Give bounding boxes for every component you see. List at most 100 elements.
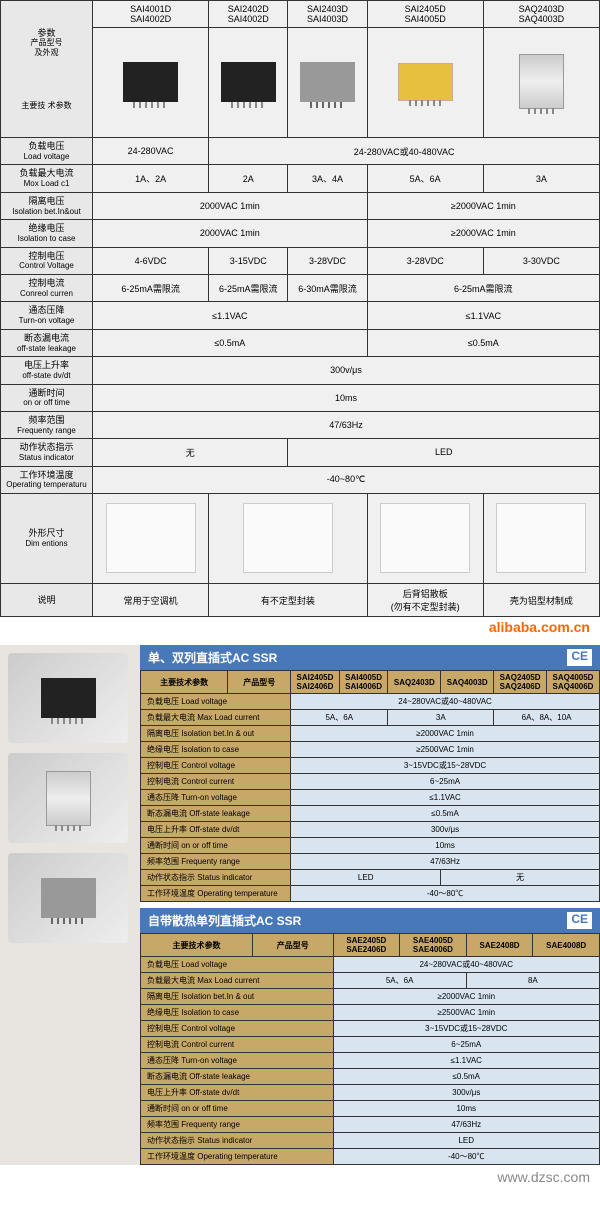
ce-mark-1: CE xyxy=(567,649,592,666)
note-val-3: 后背铝散板 (勿有不定型封装) xyxy=(367,584,483,617)
sub2-table-model-2: SAE2408D xyxy=(466,934,533,957)
row-4-val-3: 3-28VDC xyxy=(367,247,483,274)
sub2-table-row-11-val-0: LED xyxy=(333,1133,599,1149)
sub2-table-row-5-val-0: 6~25mA xyxy=(333,1037,599,1053)
dimension-drawing-3 xyxy=(496,503,586,573)
sub1-table-row-0-label: 负载电压 Load voltage xyxy=(141,694,291,710)
sub1-table-hdr-label: 主要技术参数 xyxy=(141,671,228,694)
dim-label-en: Dim entions xyxy=(5,539,88,549)
row-6-val-0: ≤1.1VAC xyxy=(93,302,368,329)
sub1-table-model-label: 产品型号 xyxy=(228,671,291,694)
sub2-table-row-2-val-0: ≥2000VAC 1min xyxy=(333,989,599,1005)
row-label-6: 通态压降Turn-on voltage xyxy=(1,302,93,329)
sub1-table-row-4-label: 控制电压 Control voltage xyxy=(141,758,291,774)
sub1-table-row-11-val-0: LED xyxy=(291,870,441,886)
row-6-val-3: ≤1.1VAC xyxy=(367,302,599,329)
sub1-table-row-11-label: 动作状态指示 Status indicator xyxy=(141,870,291,886)
side-image-2 xyxy=(8,853,128,943)
sub1-table-row-1-val-0: 5A、6A xyxy=(291,710,388,726)
sub1-table-row-11-val-3: 无 xyxy=(441,870,600,886)
row-2-val-0: 2000VAC 1min xyxy=(93,192,368,219)
row-4-val-4: 3-30VDC xyxy=(483,247,599,274)
note-val-4: 壳为铝型材制成 xyxy=(483,584,599,617)
row-12-val-0: -40~80℃ xyxy=(93,466,600,493)
sub2-table-row-12-label: 工作环境温度 Operating temperature xyxy=(141,1149,334,1165)
sub1-table-row-12-label: 工作环境温度 Operating temperature xyxy=(141,886,291,902)
row-1-val-3: 5A、6A xyxy=(367,165,483,192)
sub1-table-row-7-label: 断态漏电流 Off-state leakage xyxy=(141,806,291,822)
sub1-table-row-12-val-0: -40～80℃ xyxy=(291,886,600,902)
sub2-header: 自带散热单列直插式AC SSR CE xyxy=(140,908,600,933)
row-1-val-1: 2A xyxy=(209,165,288,192)
sub1-table-row-9-label: 通断时间 on or off time xyxy=(141,838,291,854)
sub2-table-row-3-label: 绝缘电压 Isolation to case xyxy=(141,1005,334,1021)
sub2-table-row-8-val-0: 300v/μs xyxy=(333,1085,599,1101)
param-sub2: 及外观 xyxy=(5,48,88,58)
sub2-table-row-5-label: 控制电流 Control current xyxy=(141,1037,334,1053)
sub2-table-row-1-val-0: 5A、6A xyxy=(333,973,466,989)
model-cell-1: SAI2402DSAI4002D xyxy=(209,1,288,28)
sub2-table-row-9-val-0: 10ms xyxy=(333,1101,599,1117)
sub1-table-row-3-val-0: ≥2500VAC 1min xyxy=(291,742,600,758)
row-label-2: 隔离电压Isolation bet.In&out xyxy=(1,192,93,219)
sub1-table-row-5-val-0: 6~25mA xyxy=(291,774,600,790)
sub1-table-row-6-val-0: ≤1.1VAC xyxy=(291,790,600,806)
row-label-8: 电压上升率off-state dv/dt xyxy=(1,357,93,384)
sub2-table: 主要技术参数产品型号SAE2405D SAE2406DSAE4005D SAE4… xyxy=(140,933,600,1165)
product-image-3 xyxy=(398,63,453,101)
sub1-table-model-3: SAQ4003D xyxy=(441,671,494,694)
product-image-1 xyxy=(221,62,276,102)
row-10-val-0: 47/63Hz xyxy=(93,411,600,438)
sub2-table-row-4-label: 控制电压 Control voltage xyxy=(141,1021,334,1037)
row-label-5: 控制电流Conreol curren xyxy=(1,274,93,301)
sub1-table-row-6-label: 通态压降 Turn-on voltage xyxy=(141,790,291,806)
row-label-3: 绝缘电压Isolation to case xyxy=(1,220,93,247)
sub1-table-row-5-label: 控制电流 Control current xyxy=(141,774,291,790)
sub2-table-model-label: 产品型号 xyxy=(252,934,333,957)
sub1-table-row-4-val-0: 3~15VDC或15~28VDC xyxy=(291,758,600,774)
model-cell-0: SAI4001DSAI4002D xyxy=(93,1,209,28)
sub2-table-model-3: SAE4008D xyxy=(533,934,600,957)
side-images-panel xyxy=(0,645,140,1165)
row-4-val-1: 3-15VDC xyxy=(209,247,288,274)
row-0-val-2: 24-280VAC或40-480VAC xyxy=(209,138,600,165)
sub2-table-row-11-label: 动作状态指示 Status indicator xyxy=(141,1133,334,1149)
row-5-val-3: 6-25mA需限流 xyxy=(367,274,599,301)
sub2-table-row-7-val-0: ≤0.5mA xyxy=(333,1069,599,1085)
sub1-table-row-10-val-0: 47/63Hz xyxy=(291,854,600,870)
row-label-11: 动作状态指示Status indicator xyxy=(1,439,93,466)
footer-url: www.dzsc.com xyxy=(0,1165,600,1189)
row-1-val-0: 1A、2A xyxy=(93,165,209,192)
dimension-drawing-2 xyxy=(380,503,470,573)
note-val-0: 常用于空调机 xyxy=(93,584,209,617)
model-cell-2: SAI2403DSAI4003D xyxy=(288,1,367,28)
sub2-table-row-4-val-0: 3~15VDC或15~28VDC xyxy=(333,1021,599,1037)
sub1-header: 单、双列直插式AC SSR CE xyxy=(140,645,600,670)
side-image-1 xyxy=(8,753,128,843)
sub1-table-row-2-val-0: ≥2000VAC 1min xyxy=(291,726,600,742)
sub1-title: 单、双列直插式AC SSR xyxy=(148,649,277,666)
section-2: 单、双列直插式AC SSR CE 主要技术参数产品型号SAI2405D SAI2… xyxy=(0,645,600,1165)
row-8-val-0: 300v/μs xyxy=(93,357,600,384)
sub2-table-row-12-val-0: -40～80℃ xyxy=(333,1149,599,1165)
sub1-table-model-5: SAQ4005D SAQ4006D xyxy=(547,671,600,694)
sub2-table-row-6-val-0: ≤1.1VAC xyxy=(333,1053,599,1069)
row-label-7: 断态漏电流off-state leakage xyxy=(1,329,93,356)
note-label: 说明 xyxy=(1,584,93,617)
sub2-table-row-1-label: 负载最大电流 Max Load current xyxy=(141,973,334,989)
ce-mark-2: CE xyxy=(567,912,592,929)
sub1-table-row-2-label: 隔离电压 Isolation bet.In & out xyxy=(141,726,291,742)
row-label-0: 负载电压Load voltage xyxy=(1,138,93,165)
row-7-val-0: ≤0.5mA xyxy=(93,329,368,356)
sub2-table-row-10-val-0: 47/63Hz xyxy=(333,1117,599,1133)
sub1-table-row-1-val-4: 6A、8A、10A xyxy=(494,710,600,726)
sub2-table-row-0-val-0: 24~280VAC或40~480VAC xyxy=(333,957,599,973)
sub1-table: 主要技术参数产品型号SAI2405D SAI2406DSAI4005D SAI4… xyxy=(140,670,600,902)
model-cell-4: SAQ2403DSAQ4003D xyxy=(483,1,599,28)
row-2-val-3: ≥2000VAC 1min xyxy=(367,192,599,219)
sub2-table-row-3-val-0: ≥2500VAC 1min xyxy=(333,1005,599,1021)
row-5-val-2: 6-30mA需限流 xyxy=(288,274,367,301)
sub1-table-row-3-label: 绝缘电压 Isolation to case xyxy=(141,742,291,758)
row-0-val-0: 24-280VAC xyxy=(93,138,209,165)
sub2-table-row-9-label: 通断时间 on or off time xyxy=(141,1101,334,1117)
